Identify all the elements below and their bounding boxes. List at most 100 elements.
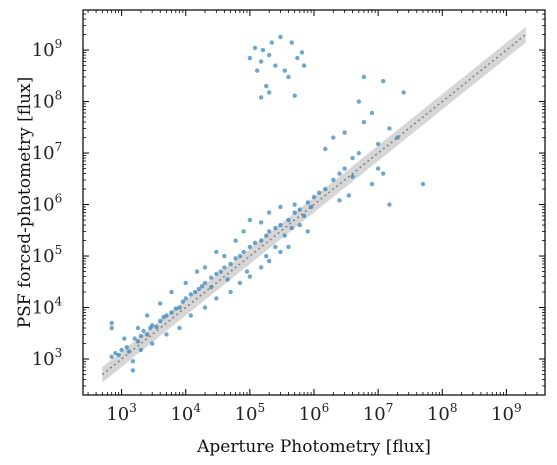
scatter-point [135, 325, 141, 331]
scatter-point [269, 40, 275, 45]
scatter-point [316, 190, 322, 195]
scatter-point [387, 202, 392, 207]
scatter-point [258, 95, 264, 100]
scatter-point [202, 305, 208, 310]
scatter-point [342, 166, 347, 171]
scatter-point [164, 313, 169, 318]
scatter-point [247, 244, 253, 250]
scatter-point [266, 229, 272, 234]
scatter-point [222, 253, 227, 259]
y-tick-label: 108 [32, 89, 63, 113]
scatter-point [282, 233, 287, 238]
scatter-point [375, 166, 381, 171]
scatter-point [264, 253, 269, 259]
scatter-point [266, 210, 272, 215]
scatter-point [381, 78, 386, 84]
scatter-point [192, 289, 198, 295]
scatter-point [183, 280, 188, 286]
scatter-point [138, 333, 144, 339]
ticks-layer: 103 104 105 106 107 108 109 103 104 105 106 107 108 1… [32, 10, 545, 425]
scatter-point [420, 181, 426, 187]
scatter-point [278, 222, 283, 228]
y-tick-label: 107 [32, 140, 63, 164]
scatter-point [237, 253, 243, 259]
scatter-point [361, 119, 367, 125]
scatter-point [331, 177, 336, 183]
scatter-point [323, 186, 328, 192]
scatter-point [260, 47, 266, 53]
scatter-point [282, 68, 287, 73]
scatter-point [244, 269, 250, 274]
scatter-point [177, 325, 182, 331]
scatter-point [169, 289, 174, 295]
scatter-point [273, 225, 278, 231]
scatter-point [183, 296, 188, 301]
scatter-point [350, 174, 355, 179]
scatter-point [305, 200, 310, 205]
x-tick-label: 104 [170, 401, 201, 425]
scatter-point [346, 193, 352, 198]
scatter-point [305, 229, 310, 234]
scatter-point [286, 244, 291, 250]
scatter-point [299, 50, 305, 55]
scatter-point [266, 90, 272, 95]
scatter-point [266, 52, 272, 58]
scatter-point [241, 249, 246, 255]
scatter-point [113, 350, 118, 356]
scatter-point [289, 40, 294, 45]
y-tick-label: 106 [32, 192, 63, 216]
x-tick-label: 103 [106, 401, 137, 425]
scatter-point [361, 74, 367, 80]
scatter-point [202, 265, 208, 270]
scatter-point [311, 194, 317, 200]
scatter-point [233, 256, 238, 261]
scatter-point [109, 320, 114, 326]
scatter-point [173, 306, 179, 311]
scatter-point [258, 59, 264, 64]
scatter-point [144, 313, 150, 318]
scatter-point [292, 210, 297, 215]
scatter-point [154, 324, 159, 330]
y-axis-label: PSF forced-photometry [flux] [15, 77, 35, 329]
scatter-point [301, 63, 307, 68]
scatter-point [369, 110, 375, 116]
scatter-point [144, 332, 150, 337]
x-tick-label: 108 [427, 401, 458, 425]
scatter-point [266, 258, 272, 264]
scatter-point [194, 269, 200, 274]
scatter-point [202, 280, 208, 286]
scatter-point [209, 275, 214, 280]
scatter-point [258, 220, 264, 225]
scatter-point [141, 328, 146, 334]
scatter-point [278, 204, 283, 210]
scatter-point [369, 181, 375, 187]
scatter-point [233, 238, 238, 243]
scatter-point [278, 34, 283, 40]
scatter-point [214, 296, 219, 301]
scatter-point [150, 323, 155, 328]
scatter-point [135, 339, 141, 344]
y-tick-label: 109 [32, 37, 63, 61]
scatter-point [158, 301, 163, 306]
x-axis-label: Aperture Photometry [flux] [196, 437, 431, 457]
scatter-point [273, 244, 278, 250]
scatter-point [214, 249, 219, 255]
scatter-point [177, 305, 182, 310]
scatter-point [124, 344, 129, 350]
scatter-point [130, 359, 136, 364]
scatter-point [132, 336, 137, 341]
scatter-point [241, 229, 246, 234]
scatter-point [109, 325, 114, 331]
scatter-point [214, 271, 219, 277]
scatter-point [331, 135, 336, 140]
scatter-point [356, 150, 362, 156]
reference-line [101, 33, 527, 376]
scatter-point [264, 83, 269, 89]
scatter-point [264, 233, 269, 238]
scatter-point [342, 130, 347, 135]
scatter-point [295, 55, 300, 61]
scatter-point [138, 347, 144, 353]
scatter-point [122, 336, 127, 341]
x-tick-label: 105 [235, 401, 266, 425]
